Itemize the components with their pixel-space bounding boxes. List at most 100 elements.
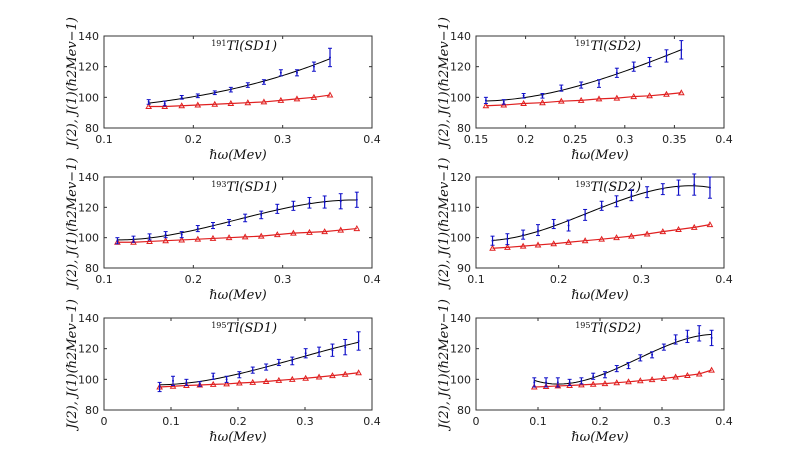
y-tick-label: 120 xyxy=(450,171,471,184)
j2-marker xyxy=(196,227,199,230)
j2-point xyxy=(501,99,506,105)
j2-marker xyxy=(163,102,166,105)
j2-marker xyxy=(584,213,587,216)
j1-point xyxy=(178,102,186,109)
j1-point xyxy=(145,103,153,110)
j2-marker xyxy=(710,336,713,339)
j1-point xyxy=(241,233,249,240)
j2-point xyxy=(303,348,308,359)
j2-point xyxy=(559,84,564,92)
j1-point xyxy=(262,377,270,384)
j2-point xyxy=(631,61,636,72)
j2-point xyxy=(307,196,312,209)
y-tick-label: 120 xyxy=(450,343,471,356)
j2-fit-line xyxy=(148,58,331,104)
j2-marker xyxy=(592,375,595,378)
x-tick-label: 0.4 xyxy=(363,133,381,146)
j2-marker xyxy=(533,381,536,384)
j1-point xyxy=(577,96,585,103)
j1-point xyxy=(534,241,542,248)
x-tick-label: 0.1 xyxy=(95,273,113,286)
title-nucleus: Tl(SD2) xyxy=(590,39,641,54)
j2-point xyxy=(163,231,168,239)
j2-point xyxy=(490,235,495,246)
j1-line xyxy=(492,224,711,249)
j1-point xyxy=(589,380,597,387)
j2-point xyxy=(264,363,269,371)
x-tick-label: 0.25 xyxy=(563,133,588,146)
j2-point xyxy=(311,61,316,72)
j2-point xyxy=(602,371,607,379)
j2-point xyxy=(679,40,684,60)
y-tick-label: 100 xyxy=(450,232,471,245)
j2-marker xyxy=(646,191,649,194)
title-nucleus: Tl(SD2) xyxy=(590,321,641,336)
j2-point xyxy=(250,366,255,374)
j2-marker xyxy=(632,65,635,68)
j2-marker xyxy=(662,346,665,349)
subplot-5: 0 0.1 0.2 0.3 0.4 80 100 120 140 ℏω(Mev) J(2), J(1… xyxy=(65,299,381,445)
j1-point xyxy=(643,230,651,237)
j2-marker xyxy=(212,375,215,378)
j2-marker xyxy=(308,201,311,204)
j2-marker xyxy=(560,87,563,90)
y-tick-label: 80 xyxy=(85,404,99,417)
j2-marker xyxy=(568,381,571,384)
j2-point xyxy=(597,79,602,88)
j2-marker xyxy=(693,183,696,186)
j2-point xyxy=(290,356,295,366)
j1-point xyxy=(695,370,703,377)
j2-marker xyxy=(277,361,280,364)
j2-marker xyxy=(228,221,231,224)
j2-point xyxy=(338,193,343,210)
j2-point xyxy=(638,354,643,362)
j1-point xyxy=(169,382,177,389)
j2-point xyxy=(147,233,152,241)
y-tick-label: 140 xyxy=(78,312,99,325)
j1-point xyxy=(329,372,336,379)
j2-point xyxy=(343,338,348,356)
j2-point xyxy=(243,213,248,223)
j1-point xyxy=(310,93,318,100)
j2-marker xyxy=(522,94,525,97)
axes-box xyxy=(475,176,725,269)
j2-point xyxy=(184,378,189,386)
j1-point xyxy=(625,378,632,385)
j2-marker xyxy=(116,239,119,242)
j1-point xyxy=(578,381,585,388)
j2-point xyxy=(599,200,604,211)
j2-point xyxy=(157,381,162,393)
y-tick-label: 110 xyxy=(450,201,471,214)
j2-fit-line xyxy=(159,341,359,386)
j2-marker xyxy=(132,238,135,241)
y-tick-label: 140 xyxy=(78,30,99,43)
x-tick-label: 0.1 xyxy=(467,273,485,286)
j2-marker xyxy=(708,186,711,189)
j2-marker xyxy=(537,229,539,232)
subplot-6: 0 0.1 0.2 0.3 0.4 80 100 120 140 ℏω(Mev) J(2), J(1… xyxy=(437,299,733,445)
j1-point xyxy=(355,369,362,376)
j1-point xyxy=(146,237,153,244)
y-axis-label: J(2), J(1)(ℏ2Mev−1) xyxy=(65,299,80,432)
j1-point xyxy=(244,99,252,106)
j2-marker xyxy=(598,82,601,85)
y-tick-label: 120 xyxy=(450,61,471,74)
j1-point xyxy=(677,89,685,96)
x-tick-label: 0.4 xyxy=(715,415,733,428)
subplot-title: 191Tl(SD2) xyxy=(575,39,641,54)
j2-point xyxy=(179,231,184,239)
j1-point xyxy=(337,226,345,233)
j1-point xyxy=(613,234,620,241)
j2-point xyxy=(237,371,242,379)
j2-marker xyxy=(262,81,265,83)
j2-point xyxy=(259,210,264,220)
y-tick-label: 140 xyxy=(450,30,471,43)
j2-marker xyxy=(318,350,321,353)
j2-marker xyxy=(304,352,307,355)
j1-line xyxy=(148,94,331,108)
j2-marker xyxy=(295,71,298,74)
subplot-title: 193Tl(SD1) xyxy=(211,180,277,195)
title-nucleus: Tl(SD1) xyxy=(226,39,277,54)
